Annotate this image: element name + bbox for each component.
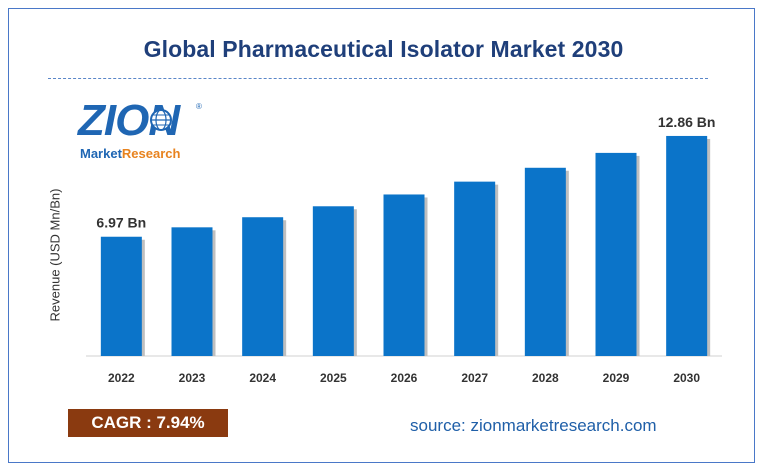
registered-mark: ® <box>196 102 202 111</box>
logo-sub-research: Research <box>121 146 181 161</box>
globe-icon <box>150 109 172 131</box>
bar-2024 <box>242 217 284 356</box>
logo-subtitle: MarketResearch <box>80 146 180 161</box>
title-divider <box>48 78 708 79</box>
x-tick-label-2029: 2029 <box>603 371 630 385</box>
bar-2028 <box>524 167 566 356</box>
x-tick-label-2024: 2024 <box>249 371 276 385</box>
x-tick-label-2028: 2028 <box>532 371 559 385</box>
x-tick-label-2027: 2027 <box>461 371 488 385</box>
data-label-2030: 12.86 Bn <box>658 114 716 130</box>
chart-title: Global Pharmaceutical Isolator Market 20… <box>143 36 624 62</box>
bar-2026 <box>383 194 425 356</box>
logo-sub-market: Market <box>80 146 122 161</box>
bar-2025 <box>312 206 354 356</box>
x-tick-label-2025: 2025 <box>320 371 347 385</box>
bar-2027 <box>454 181 496 356</box>
x-tick-label-2022: 2022 <box>108 371 135 385</box>
cagr-badge: CAGR : 7.94% <box>68 409 228 437</box>
x-tick-label-2023: 2023 <box>179 371 206 385</box>
data-label-2022: 6.97 Bn <box>96 215 146 231</box>
zion-logo: ZION ® MarketResearch <box>78 96 208 166</box>
bar-2023 <box>171 227 213 356</box>
bar-2030 <box>666 135 708 356</box>
x-tick-label-2030: 2030 <box>673 371 700 385</box>
bar-2029 <box>595 152 637 356</box>
source-text: source: zionmarketresearch.com <box>410 416 657 435</box>
x-tick-label-2026: 2026 <box>391 371 418 385</box>
bar-2022 <box>100 236 142 356</box>
